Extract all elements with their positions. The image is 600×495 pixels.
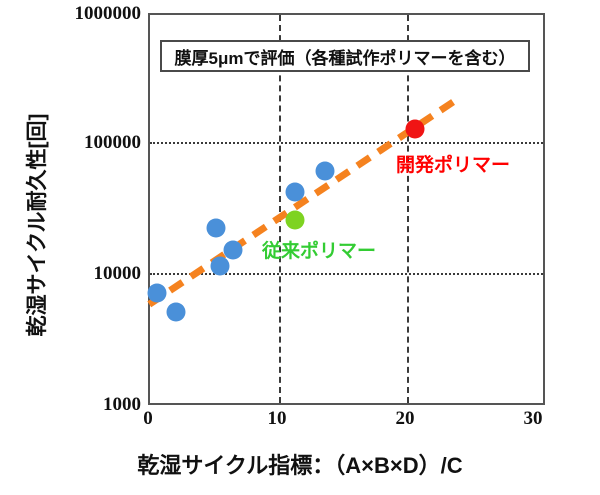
data-point-試作ポリマー-0 xyxy=(147,283,167,303)
x-tick-10: 10 xyxy=(267,408,287,429)
annotation-text: 膜厚5μmで評価（各種試作ポリマーを含む） xyxy=(174,48,516,68)
gridline-y-10000 xyxy=(150,273,543,275)
y-axis-tick-labels: 1000000 100000 10000 1000 xyxy=(0,0,142,495)
data-point-試作ポリマー-6 xyxy=(315,161,335,181)
y-tick-1000000: 1000000 xyxy=(74,3,142,24)
gridline-y-100000 xyxy=(150,142,543,144)
y-tick-1000: 1000 xyxy=(103,394,141,415)
x-axis-title: 乾湿サイクル指標：（A×B×D）/C xyxy=(137,453,463,478)
x-tick-20: 20 xyxy=(395,408,415,429)
series-label-conventional-polymer: 従来ポリマー xyxy=(262,241,377,262)
gridline-x-10 xyxy=(279,15,281,403)
data-point-従来ポリマー-0 xyxy=(285,210,305,230)
annotation-box: 膜厚5μmで評価（各種試作ポリマーを含む） xyxy=(160,40,530,72)
series-label-dev-polymer: 開発ポリマー xyxy=(396,155,511,176)
data-point-試作ポリマー-1 xyxy=(166,302,186,322)
data-point-試作ポリマー-2 xyxy=(206,218,226,238)
gridline-x-20 xyxy=(407,15,409,403)
y-tick-10000: 10000 xyxy=(93,263,142,284)
x-tick-0: 0 xyxy=(143,408,153,429)
data-point-試作ポリマー-5 xyxy=(285,182,305,202)
y-axis-title: 乾湿サイクル耐久性[回] xyxy=(26,113,49,337)
x-tick-30: 30 xyxy=(523,408,543,429)
data-point-開発ポリマー-0 xyxy=(405,119,425,139)
data-point-試作ポリマー-3 xyxy=(210,256,230,276)
data-point-試作ポリマー-4 xyxy=(223,240,243,260)
y-tick-100000: 100000 xyxy=(84,132,141,153)
